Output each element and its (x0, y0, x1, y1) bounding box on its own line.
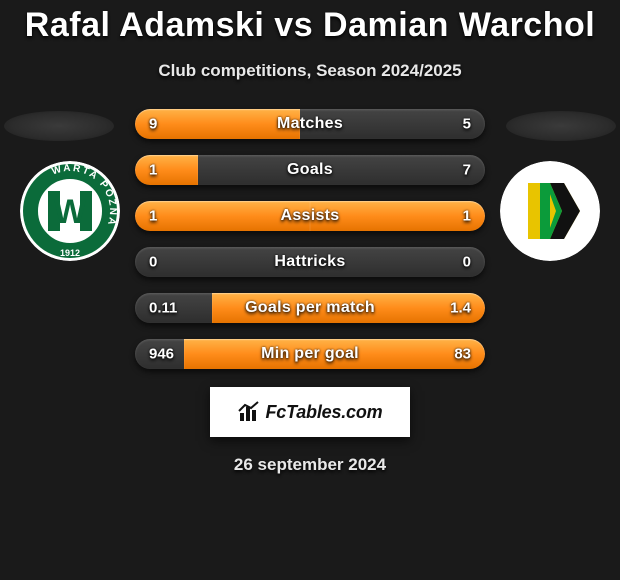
stat-row: 946 Min per goal 83 (135, 339, 485, 369)
stat-value-left: 9 (149, 116, 157, 133)
stat-value-left: 1 (149, 162, 157, 179)
stat-value-right: 1 (463, 208, 471, 225)
stat-value-left: 946 (149, 346, 174, 363)
stat-value-left: 1 (149, 208, 157, 225)
stat-label: Matches (277, 115, 343, 133)
stat-row: 0.11 Goals per match 1.4 (135, 293, 485, 323)
stat-value-right: 0 (463, 254, 471, 271)
stat-label: Min per goal (261, 345, 359, 363)
stat-label: Hattricks (274, 253, 345, 271)
stat-row: 0 Hattricks 0 (135, 247, 485, 277)
stat-fill-left (135, 155, 198, 185)
shadow-ellipse-right (506, 111, 616, 141)
stat-label: Goals (287, 161, 333, 179)
team-badge-left: W WARTA POZNA 1912 (20, 161, 120, 261)
stat-value-right: 83 (454, 346, 471, 363)
chart-bars-icon (238, 401, 262, 423)
stat-row: 1 Assists 1 (135, 201, 485, 231)
stat-label: Assists (280, 207, 339, 225)
shadow-ellipse-left (4, 111, 114, 141)
stat-fill-left (135, 109, 300, 139)
comparison-chart: W WARTA POZNA 1912 9 Matches 5 1 Goals 7 1 Assi… (0, 109, 620, 369)
comparison-subtitle: Club competitions, Season 2024/2025 (0, 61, 620, 81)
stat-value-right: 5 (463, 116, 471, 133)
source-tag: FcTables.com (210, 387, 410, 437)
stat-row: 1 Goals 7 (135, 155, 485, 185)
stat-bars: 9 Matches 5 1 Goals 7 1 Assists 1 0 Hattricks 0 0.11… (135, 109, 485, 369)
comparison-title: Rafal Adamski vs Damian Warchol (0, 0, 620, 45)
stat-row: 9 Matches 5 (135, 109, 485, 139)
stat-label: Goals per match (245, 299, 375, 317)
stat-value-right: 7 (463, 162, 471, 179)
source-brand-text: FcTables.com (266, 402, 383, 423)
svg-text:W: W (54, 193, 87, 231)
stat-value-right: 1.4 (450, 300, 471, 317)
stat-value-left: 0 (149, 254, 157, 271)
svg-text:1912: 1912 (60, 248, 80, 258)
footer-date: 26 september 2024 (0, 455, 620, 475)
team-badge-right (500, 161, 600, 261)
stat-value-left: 0.11 (149, 300, 177, 317)
